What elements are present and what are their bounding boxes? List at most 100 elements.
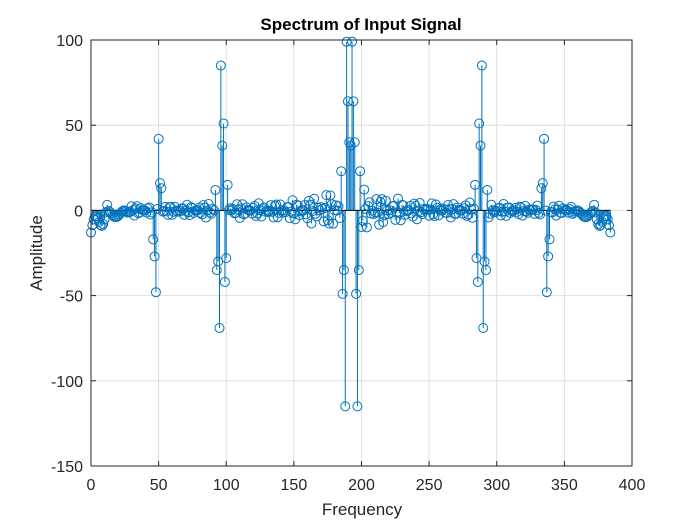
stem-marker [540,205,551,216]
stem-marker [342,96,353,107]
stem-marker [154,178,165,189]
stem-marker [99,214,110,225]
x-tick-label: 250 [416,477,443,494]
stem-marker [349,137,360,148]
stem-marker [218,118,229,129]
stem-marker [156,183,167,194]
stem-marker [544,234,555,245]
stem-marker [590,207,601,218]
stem-marker [332,205,343,216]
stem-marker [543,251,554,262]
x-tick-label: 350 [551,477,578,494]
stem-marker [432,202,443,213]
stem-marker [315,202,326,213]
x-tick-label: 300 [483,477,510,494]
stem-marker [605,227,616,238]
stem-marker [361,222,372,233]
stem-marker [98,219,109,230]
stem-marker [341,36,352,47]
stem-marker [475,140,486,151]
stem-marker [326,199,337,210]
stem-marker [356,222,367,233]
stem-marker [421,203,432,214]
stem-marker [217,140,228,151]
y-tick-label: -100 [51,374,83,391]
stem-marker [309,193,320,204]
stem-marker [219,276,230,287]
stem-marker [263,207,274,218]
stem-marker [333,201,344,212]
stem-marker [602,214,613,225]
stem-marker [352,401,363,412]
stem-marker [468,203,479,214]
stem-marker [153,133,164,144]
stem-marker [146,207,157,218]
stem-marker [221,253,232,264]
stem-marker [472,276,483,287]
stem-marker [337,288,348,299]
y-tick-label: -50 [60,289,83,306]
stem-marker [324,218,335,229]
stem-marker [598,213,609,224]
stem-marker [372,207,383,218]
stem-marker [102,199,113,210]
stem-marker [148,234,159,245]
y-tick-label: 0 [74,203,83,220]
x-tick-label: 150 [281,477,308,494]
stem-marker [150,287,161,298]
stem-marker [532,200,543,211]
x-axis-label: Frequency [322,500,403,519]
stem-marker [215,60,226,71]
stem-marker [165,201,176,212]
x-ticks: 0 50 100 150 200 250 300 350 400 [87,40,646,494]
stem-marker [368,209,379,220]
x-tick-label: 100 [213,477,240,494]
stem-marker [359,184,370,195]
stem-marker [318,216,329,227]
stem-marker [585,208,596,219]
stem-marker [589,199,600,210]
stem-marker [470,179,481,190]
stem-marker [355,166,366,177]
y-axis-label: Amplitude [27,215,46,291]
stem-marker [149,251,160,262]
stem-marker [96,220,107,231]
stem-marker [100,207,111,218]
y-tick-label: -150 [51,459,83,476]
stem-marker [586,206,597,217]
stem-marker [476,60,487,71]
stem-marker [214,322,225,333]
stem-marker [370,207,381,218]
stem-marker [207,203,218,214]
stem-marker [537,178,548,189]
stem-marker [334,213,345,224]
stem-marker [348,96,359,107]
y-ticks: -150 -100 -50 0 50 100 [51,33,632,476]
stem-marker [206,208,217,219]
stem-marker [478,322,489,333]
chart-title: Spectrum of Input Signal [260,15,461,34]
stem-marker [604,220,615,231]
stem-marker [87,220,98,231]
markers [86,36,616,412]
stem-marker [336,166,347,177]
stem-marker [379,210,390,221]
stem-marker [587,205,598,216]
stem-marker [480,265,491,276]
stem-marker [539,133,550,144]
stem-marker [474,118,485,129]
stem-marker [338,265,349,276]
stem-marker [418,203,429,214]
stem-marker [209,205,220,216]
stem-marker [541,287,552,298]
stem-marker [533,207,544,218]
stem-marker [380,195,391,206]
x-tick-label: 400 [619,477,646,494]
x-tick-label: 200 [348,477,375,494]
x-tick-label: 50 [150,477,168,494]
stem-marker [321,190,332,201]
y-tick-label: 100 [56,33,83,50]
stem-marker [210,184,221,195]
stem-marker [276,205,287,216]
